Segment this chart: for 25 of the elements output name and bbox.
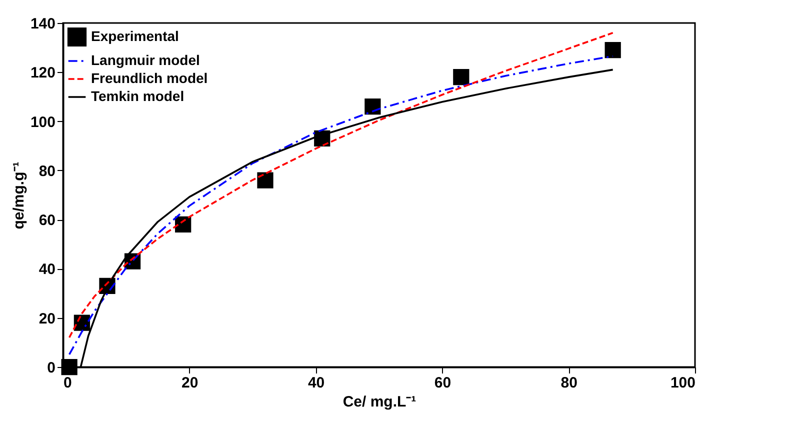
- x-axis-title: Ce/ mg.L⁻¹: [342, 394, 416, 410]
- legend-label: Experimental: [91, 28, 179, 44]
- y-tick-label: 0: [47, 360, 56, 376]
- x-tick-label: 40: [308, 374, 325, 392]
- y-tick-label: 60: [38, 212, 56, 230]
- point: [453, 68, 470, 86]
- legend-label: Temkin model: [91, 88, 184, 104]
- point: [61, 358, 78, 376]
- x-tick-label: 80: [560, 374, 578, 392]
- y-tick-label: 40: [38, 261, 56, 278]
- y-axis-title: qe/mg.g⁻¹: [10, 162, 28, 230]
- point: [604, 42, 621, 58]
- legend-label: Freundlich model: [91, 70, 208, 86]
- legend-label: Langmuir model: [91, 52, 200, 68]
- x-tick-label: 20: [182, 374, 198, 392]
- y-tick-label: 120: [30, 64, 56, 82]
- y-tick-label: 20: [38, 310, 56, 328]
- x-tick-label: 100: [670, 374, 696, 392]
- x-tick-label: 0: [64, 374, 72, 392]
- y-tick-label: 80: [38, 162, 56, 180]
- y-tick-label: 100: [30, 114, 56, 131]
- x-tick-label: 60: [434, 374, 452, 392]
- y-tick-label: 140: [30, 16, 56, 32]
- point: [257, 172, 274, 188]
- point: [364, 98, 381, 115]
